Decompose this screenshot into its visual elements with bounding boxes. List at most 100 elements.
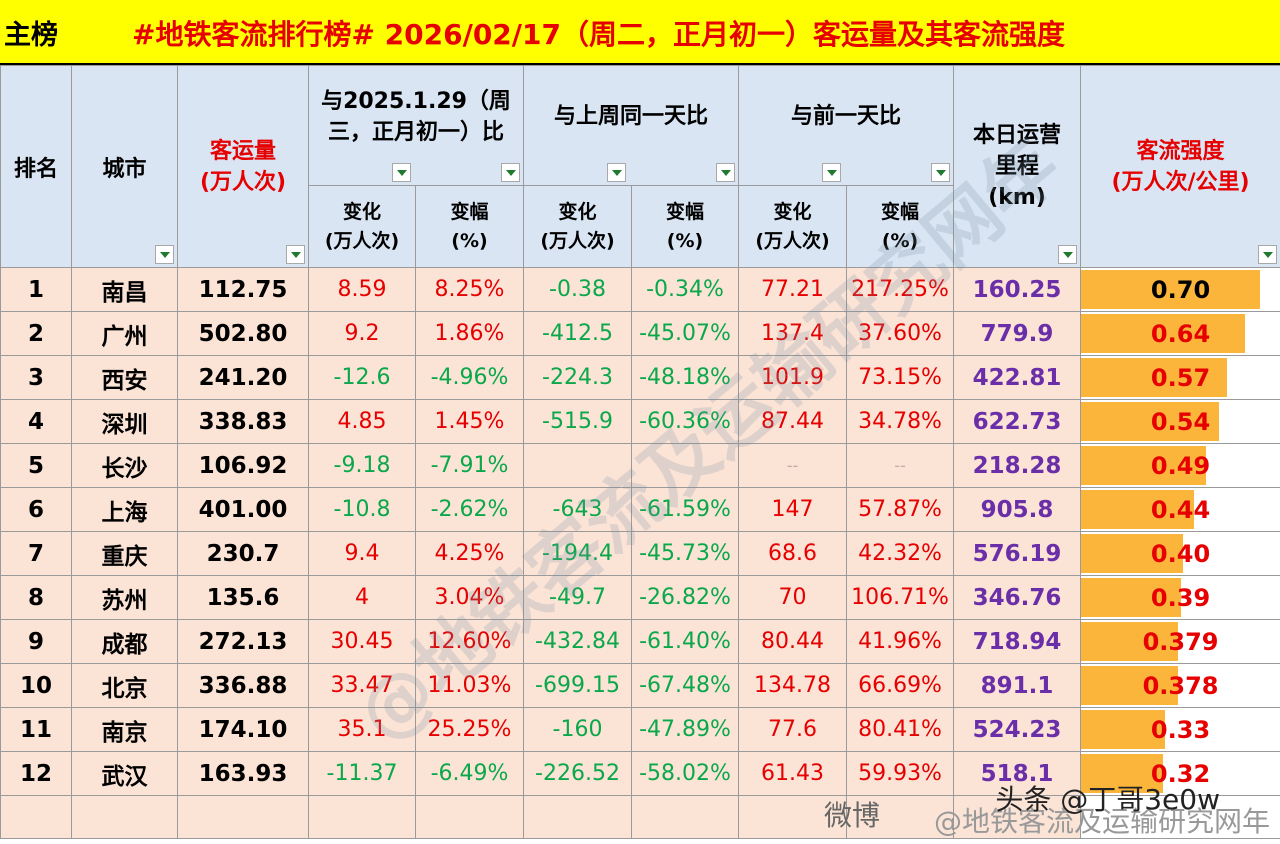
table-row: 9 成都 272.13 30.45 12.60% -432.84 -61.40% 80.44 4… — [0, 619, 1280, 664]
rank-cell: 1 — [0, 267, 72, 312]
intensity-value: 0.44 — [1150, 495, 1211, 524]
intensity-cell: 0.33 — [1080, 707, 1280, 752]
blank-cell — [177, 795, 309, 839]
city-cell: 西安 — [71, 355, 178, 400]
header-intensity: 客流强度 (万人次/公里) — [1080, 65, 1280, 268]
lw-pct-cell: -67.48% — [630, 663, 740, 708]
rank-cell: 12 — [0, 751, 72, 796]
lw-pct-cell: -47.89% — [630, 707, 740, 752]
rank-cell: 4 — [0, 399, 72, 444]
ly-pct-cell: 11.03% — [415, 663, 524, 708]
lw-change-cell: -699.15 — [523, 663, 632, 708]
lw-pct-cell: -48.18% — [630, 355, 740, 400]
pd-change-cell: 134.78 — [738, 663, 848, 708]
intensity-bar — [1081, 578, 1181, 617]
filter-dropdown-icon[interactable] — [822, 163, 842, 182]
city-cell: 长沙 — [71, 443, 178, 488]
lw-pct-cell: -0.34% — [630, 267, 740, 312]
ly-pct-cell: -4.96% — [415, 355, 524, 400]
lw-change-cell: -432.84 — [523, 619, 632, 664]
lw-pct-cell: -45.07% — [630, 311, 740, 356]
filter-dropdown-icon[interactable] — [716, 163, 736, 182]
lw-change-cell: -515.9 — [523, 399, 632, 444]
lw-change-cell: -0.38 — [523, 267, 632, 312]
blank-cell — [846, 795, 955, 839]
pd-pct-cell: 217.25% — [846, 267, 955, 312]
subheader-change: 变化 (万人次) — [523, 185, 632, 268]
ly-change-cell: 4.85 — [308, 399, 416, 444]
intensity-bar — [1081, 710, 1166, 749]
city-cell: 南昌 — [71, 267, 178, 312]
filter-dropdown-icon[interactable] — [501, 163, 520, 182]
pd-pct-cell: -- — [846, 443, 955, 488]
filter-dropdown-icon[interactable] — [1058, 245, 1078, 264]
lw-change-cell: -194.4 — [523, 531, 632, 576]
volume-cell: 174.10 — [177, 707, 309, 752]
intensity-value: 0.49 — [1150, 451, 1211, 480]
pd-pct-cell: 73.15% — [846, 355, 955, 400]
ly-pct-cell: 4.25% — [415, 531, 524, 576]
intensity-bar — [1081, 314, 1245, 353]
filter-dropdown-icon[interactable] — [931, 163, 951, 182]
ly-pct-cell: 3.04% — [415, 575, 524, 620]
header-city: 城市 — [71, 65, 178, 268]
lw-change-cell: -49.7 — [523, 575, 632, 620]
km-cell: 346.76 — [953, 575, 1082, 620]
pd-pct-cell: 106.71% — [846, 575, 955, 620]
rank-cell: 9 — [0, 619, 72, 664]
filter-dropdown-icon[interactable] — [607, 163, 627, 182]
city-cell: 广州 — [71, 311, 178, 356]
intensity-bar — [1081, 490, 1194, 529]
ly-pct-cell: 12.60% — [415, 619, 524, 664]
blank-cell — [415, 795, 524, 839]
table-row: 12 武汉 163.93 -11.37 -6.49% -226.52 -58.02% 61.4… — [0, 751, 1280, 796]
subheader-change: 变化 (万人次) — [308, 185, 416, 268]
ly-pct-cell: 1.45% — [415, 399, 524, 444]
lw-pct-cell — [630, 443, 740, 488]
city-cell: 武汉 — [71, 751, 178, 796]
pd-pct-cell: 80.41% — [846, 707, 955, 752]
city-cell: 苏州 — [71, 575, 178, 620]
filter-dropdown-icon[interactable] — [155, 245, 174, 264]
volume-cell: 336.88 — [177, 663, 309, 708]
table-row: 3 西安 241.20 -12.6 -4.96% -224.3 -48.18% 101.9 73… — [0, 355, 1280, 400]
intensity-cell: 0.40 — [1080, 531, 1280, 576]
rank-cell: 10 — [0, 663, 72, 708]
filter-dropdown-icon[interactable] — [392, 163, 411, 182]
ly-change-cell: 9.4 — [308, 531, 416, 576]
city-cell: 重庆 — [71, 531, 178, 576]
intensity-cell: 0.70 — [1080, 267, 1280, 312]
pd-change-cell: 70 — [738, 575, 848, 620]
rank-cell: 5 — [0, 443, 72, 488]
volume-cell: 230.7 — [177, 531, 309, 576]
pd-change-cell: 87.44 — [738, 399, 848, 444]
header-group-last-week: 与上周同一天比 — [522, 65, 740, 186]
km-cell: 718.94 — [953, 619, 1082, 664]
lw-pct-cell: -61.40% — [630, 619, 740, 664]
blank-row — [0, 795, 1280, 839]
pd-pct-cell: 59.93% — [846, 751, 955, 796]
lw-pct-cell: -60.36% — [630, 399, 740, 444]
intensity-value: 0.54 — [1150, 407, 1211, 436]
blank-cell — [71, 795, 178, 839]
km-cell: 422.81 — [953, 355, 1082, 400]
rank-cell: 11 — [0, 707, 72, 752]
table-row: 7 重庆 230.7 9.4 4.25% -194.4 -45.73% 68.6 42.32% 5… — [0, 531, 1280, 576]
ly-change-cell: -9.18 — [308, 443, 416, 488]
blank-cell — [953, 795, 1082, 839]
title-bar: 主榜 #地铁客流排行榜# 2026/02/17（周二，正月初一）客运量及其客流强… — [0, 0, 1280, 65]
filter-dropdown-icon[interactable] — [286, 245, 305, 264]
header-km: 本日运营 里程 (km) — [953, 65, 1082, 268]
intensity-value: 0.39 — [1150, 583, 1211, 612]
ly-change-cell: 33.47 — [308, 663, 416, 708]
table-row: 4 深圳 338.83 4.85 1.45% -515.9 -60.36% 87.44 34.7… — [0, 399, 1280, 444]
volume-cell: 272.13 — [177, 619, 309, 664]
ly-change-cell: 9.2 — [308, 311, 416, 356]
volume-cell: 241.20 — [177, 355, 309, 400]
table-row: 10 北京 336.88 33.47 11.03% -699.15 -67.48% 134.7… — [0, 663, 1280, 708]
filter-dropdown-icon[interactable] — [1258, 245, 1278, 264]
lw-change-cell: -226.52 — [523, 751, 632, 796]
intensity-cell: 0.44 — [1080, 487, 1280, 532]
page-title: #地铁客流排行榜# 2026/02/17（周二，正月初一）客运量及其客流强度 — [132, 18, 1065, 51]
pd-change-cell: 147 — [738, 487, 848, 532]
